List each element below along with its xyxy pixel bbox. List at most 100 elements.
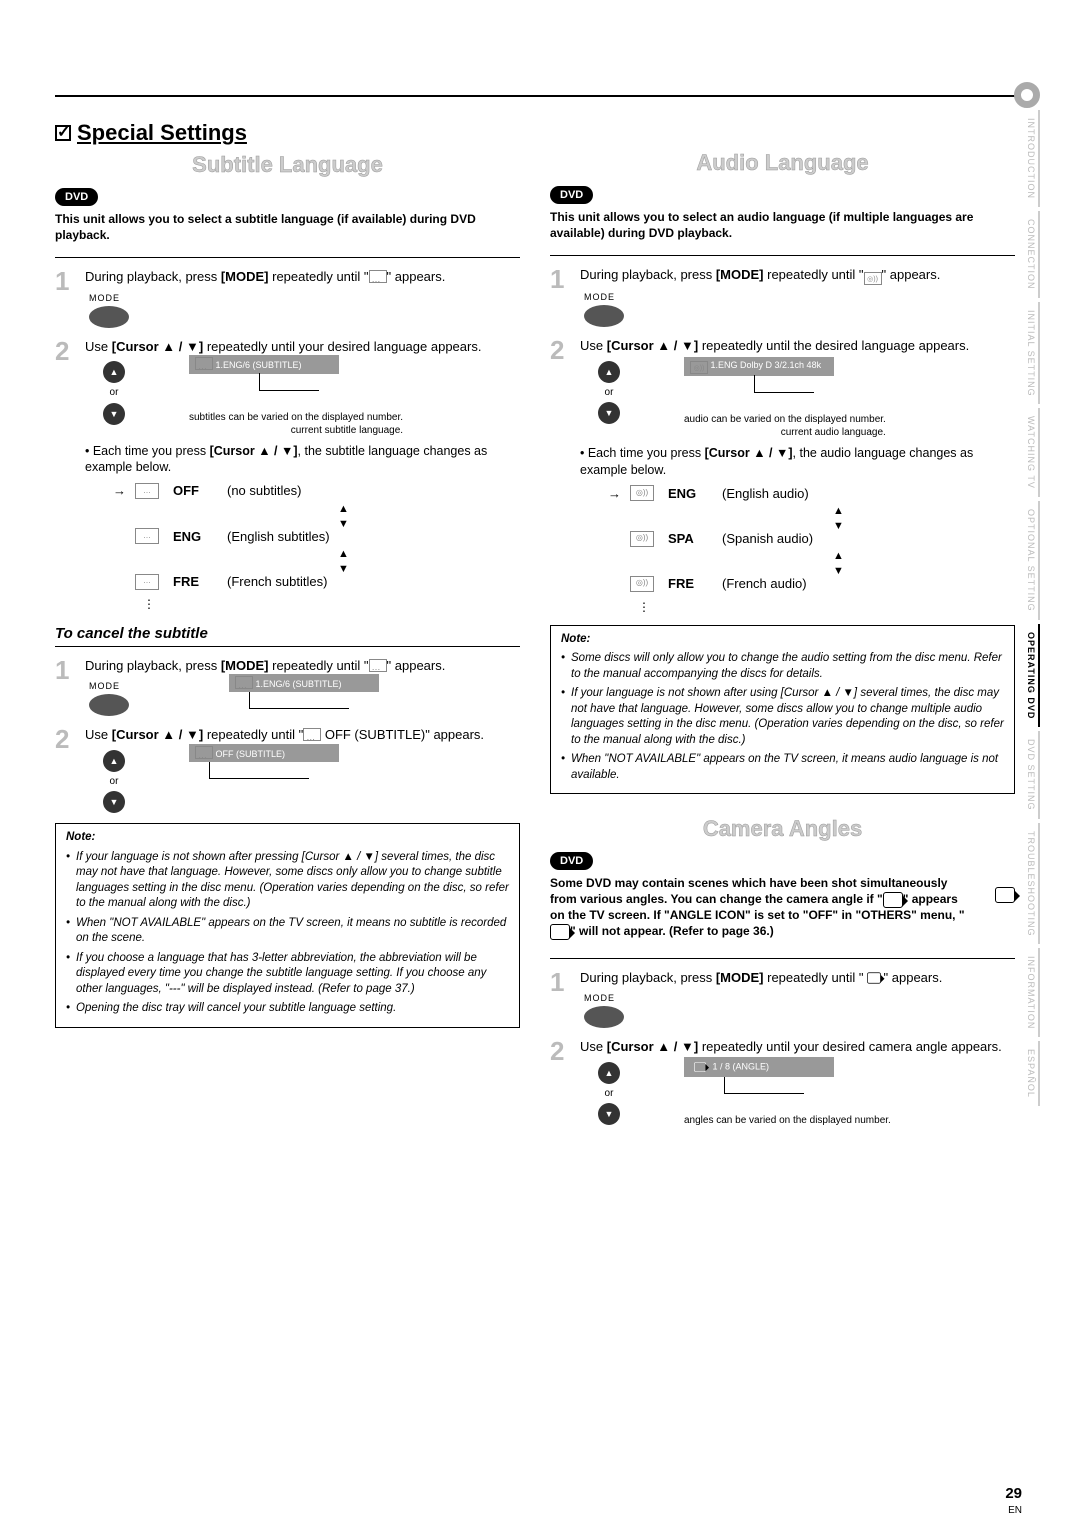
lang-icon: ◎)) bbox=[630, 485, 654, 501]
lang-code: OFF bbox=[173, 482, 213, 500]
special-settings-heading: Special Settings bbox=[55, 120, 520, 146]
step-text: During playback, press [MODE] repeatedly… bbox=[580, 267, 940, 282]
side-tab: INITIAL SETTING bbox=[1022, 302, 1040, 405]
lang-code: SPA bbox=[668, 530, 708, 548]
mode-button: MODE bbox=[584, 291, 1015, 327]
osd-bar: 1.ENG/6 (SUBTITLE) bbox=[229, 674, 379, 692]
side-tab: ESPAÑOL bbox=[1022, 1041, 1040, 1106]
rule bbox=[550, 255, 1015, 256]
note-item: Opening the disc tray will cancel your s… bbox=[66, 1001, 509, 1017]
lang-row: →◎))ENG(English audio) bbox=[630, 485, 1015, 503]
cursor-buttons: ▲ or ▼ bbox=[89, 361, 139, 425]
audio-step-2: 2 Use [Cursor ▲ / ▼] repeatedly until th… bbox=[550, 337, 1015, 615]
lang-icon: … bbox=[135, 574, 159, 590]
change-text: • Each time you press [Cursor ▲ / ▼], th… bbox=[85, 443, 520, 477]
note-item: If your language is not shown after usin… bbox=[561, 686, 1004, 748]
step-text: Use [Cursor ▲ / ▼] repeatedly until the … bbox=[580, 338, 969, 353]
lang-icon: ◎)) bbox=[630, 531, 654, 547]
side-nav: INTRODUCTION CONNECTION INITIAL SETTING WAT… bbox=[1022, 110, 1040, 1106]
lang-icon: … bbox=[135, 528, 159, 544]
audio-note-box: Note: Some discs will only allow you to … bbox=[550, 625, 1015, 795]
osd-bar: 1.ENG/6 (SUBTITLE) bbox=[189, 355, 339, 373]
side-tab: CONNECTION bbox=[1022, 211, 1040, 298]
note-item: When "NOT AVAILABLE" appears on the TV s… bbox=[561, 752, 1004, 783]
cursor-up-icon: ▲ bbox=[103, 750, 125, 772]
mode-button-shape bbox=[584, 1006, 624, 1028]
dvd-badge: DVD bbox=[55, 188, 98, 206]
dvd-badge: DVD bbox=[550, 186, 593, 204]
mode-button: MODE bbox=[89, 292, 520, 328]
osd-bar: OFF (SUBTITLE) bbox=[189, 744, 339, 762]
mode-label: MODE bbox=[89, 680, 129, 692]
lang-code: FRE bbox=[173, 573, 213, 591]
cancel-step-1: 1 During playback, press [MODE] repeated… bbox=[55, 657, 520, 717]
subtitle-step-2: 2 Use [Cursor ▲ / ▼] repeatedly until yo… bbox=[55, 338, 520, 613]
audio-intro: This unit allows you to select an audio … bbox=[550, 210, 1015, 241]
cursor-down-icon: ▼ bbox=[598, 402, 620, 424]
cursor-buttons: ▲ or ▼ bbox=[89, 750, 139, 814]
side-tab: INTRODUCTION bbox=[1022, 110, 1040, 207]
camera-step-2: 2 Use [Cursor ▲ / ▼] repeatedly until yo… bbox=[550, 1038, 1015, 1126]
lang-row: ◎))FRE(French audio) bbox=[630, 575, 1015, 593]
camera-icon bbox=[867, 973, 881, 984]
step-number: 2 bbox=[550, 337, 572, 615]
or-label: or bbox=[605, 386, 614, 400]
camera-icon bbox=[883, 892, 903, 908]
cursor-up-icon: ▲ bbox=[103, 361, 125, 383]
lang-desc: (French subtitles) bbox=[227, 573, 327, 591]
main-heading-text: Special Settings bbox=[77, 120, 247, 145]
audio-lang-table: →◎))ENG(English audio)▲▼◎))SPA(Spanish a… bbox=[630, 485, 1015, 615]
osd-caption: angles can be varied on the displayed nu… bbox=[684, 1114, 891, 1127]
mode-button-shape bbox=[89, 694, 129, 716]
page-top-rule bbox=[55, 95, 1022, 97]
lang-code: ENG bbox=[173, 528, 213, 546]
cursor-down-icon: ▼ bbox=[598, 1103, 620, 1125]
page-lang: EN bbox=[1008, 1505, 1022, 1516]
step-text: Use [Cursor ▲ / ▼] repeatedly until your… bbox=[580, 1039, 1002, 1054]
mode-button: MODE bbox=[89, 680, 129, 716]
osd-display: 1.ENG/6 (SUBTITLE) subtitles can be vari… bbox=[189, 355, 403, 436]
step-text: Use [Cursor ▲ / ▼] repeatedly until " OF… bbox=[85, 727, 484, 742]
step-number: 2 bbox=[550, 1038, 572, 1126]
lang-desc: (English subtitles) bbox=[227, 528, 330, 546]
side-tab: OPTIONAL SETTING bbox=[1022, 501, 1040, 620]
subtitle-section-title: Subtitle Language bbox=[55, 152, 520, 178]
or-label: or bbox=[110, 386, 119, 400]
osd-display: ◎)) 1.ENG Dolby D 3/2.1ch 48k audio can … bbox=[684, 355, 886, 439]
rule bbox=[55, 646, 520, 647]
side-tab: WATCHING TV bbox=[1022, 408, 1040, 497]
left-column: Special Settings Subtitle Language DVD T… bbox=[55, 120, 520, 1137]
step-number: 1 bbox=[550, 969, 572, 1029]
right-column: Audio Language DVD This unit allows you … bbox=[550, 120, 1015, 1137]
dvd-badge: DVD bbox=[550, 852, 593, 870]
subtitle-step-1: 1 During playback, press [MODE] repeated… bbox=[55, 268, 520, 328]
or-label: or bbox=[605, 1087, 614, 1101]
note-heading: Note: bbox=[66, 830, 509, 846]
step-text: During playback, press [MODE] repeatedly… bbox=[580, 970, 942, 985]
note-item: If you choose a language that has 3-lett… bbox=[66, 951, 509, 998]
note-heading: Note: bbox=[561, 632, 1004, 648]
step-number: 2 bbox=[55, 338, 77, 613]
note-item: Some discs will only allow you to change… bbox=[561, 651, 1004, 682]
osd-caption: audio can be varied on the displayed num… bbox=[684, 413, 886, 426]
lang-row: →…OFF(no subtitles) bbox=[135, 482, 520, 500]
cursor-down-icon: ▼ bbox=[103, 403, 125, 425]
rule bbox=[55, 257, 520, 258]
osd-display: 1 / 8 (ANGLE) angles can be varied on th… bbox=[684, 1056, 891, 1127]
camera-step-1: 1 During playback, press [MODE] repeated… bbox=[550, 969, 1015, 1029]
camera-section-title: Camera Angles bbox=[550, 816, 1015, 842]
subtitle-osd-icon bbox=[369, 659, 387, 672]
subtitle-osd-icon bbox=[369, 270, 387, 283]
lang-icon: … bbox=[135, 483, 159, 499]
step-text: Use [Cursor ▲ / ▼] repeatedly until your… bbox=[85, 339, 481, 354]
osd-display: OFF (SUBTITLE) bbox=[189, 744, 339, 779]
or-label: or bbox=[110, 775, 119, 789]
subtitle-lang-table: →…OFF(no subtitles)▲▼…ENG(English subtit… bbox=[135, 482, 520, 612]
side-tab: OPERATING DVD bbox=[1022, 624, 1040, 727]
osd-bar: 1 / 8 (ANGLE) bbox=[684, 1057, 834, 1077]
step-number: 2 bbox=[55, 726, 77, 813]
note-item: If your language is not shown after pres… bbox=[66, 850, 509, 912]
side-tab: TROUBLESHOOTING bbox=[1022, 823, 1040, 945]
cursor-buttons: ▲ or ▼ bbox=[584, 1062, 634, 1126]
lang-desc: (Spanish audio) bbox=[722, 530, 813, 548]
